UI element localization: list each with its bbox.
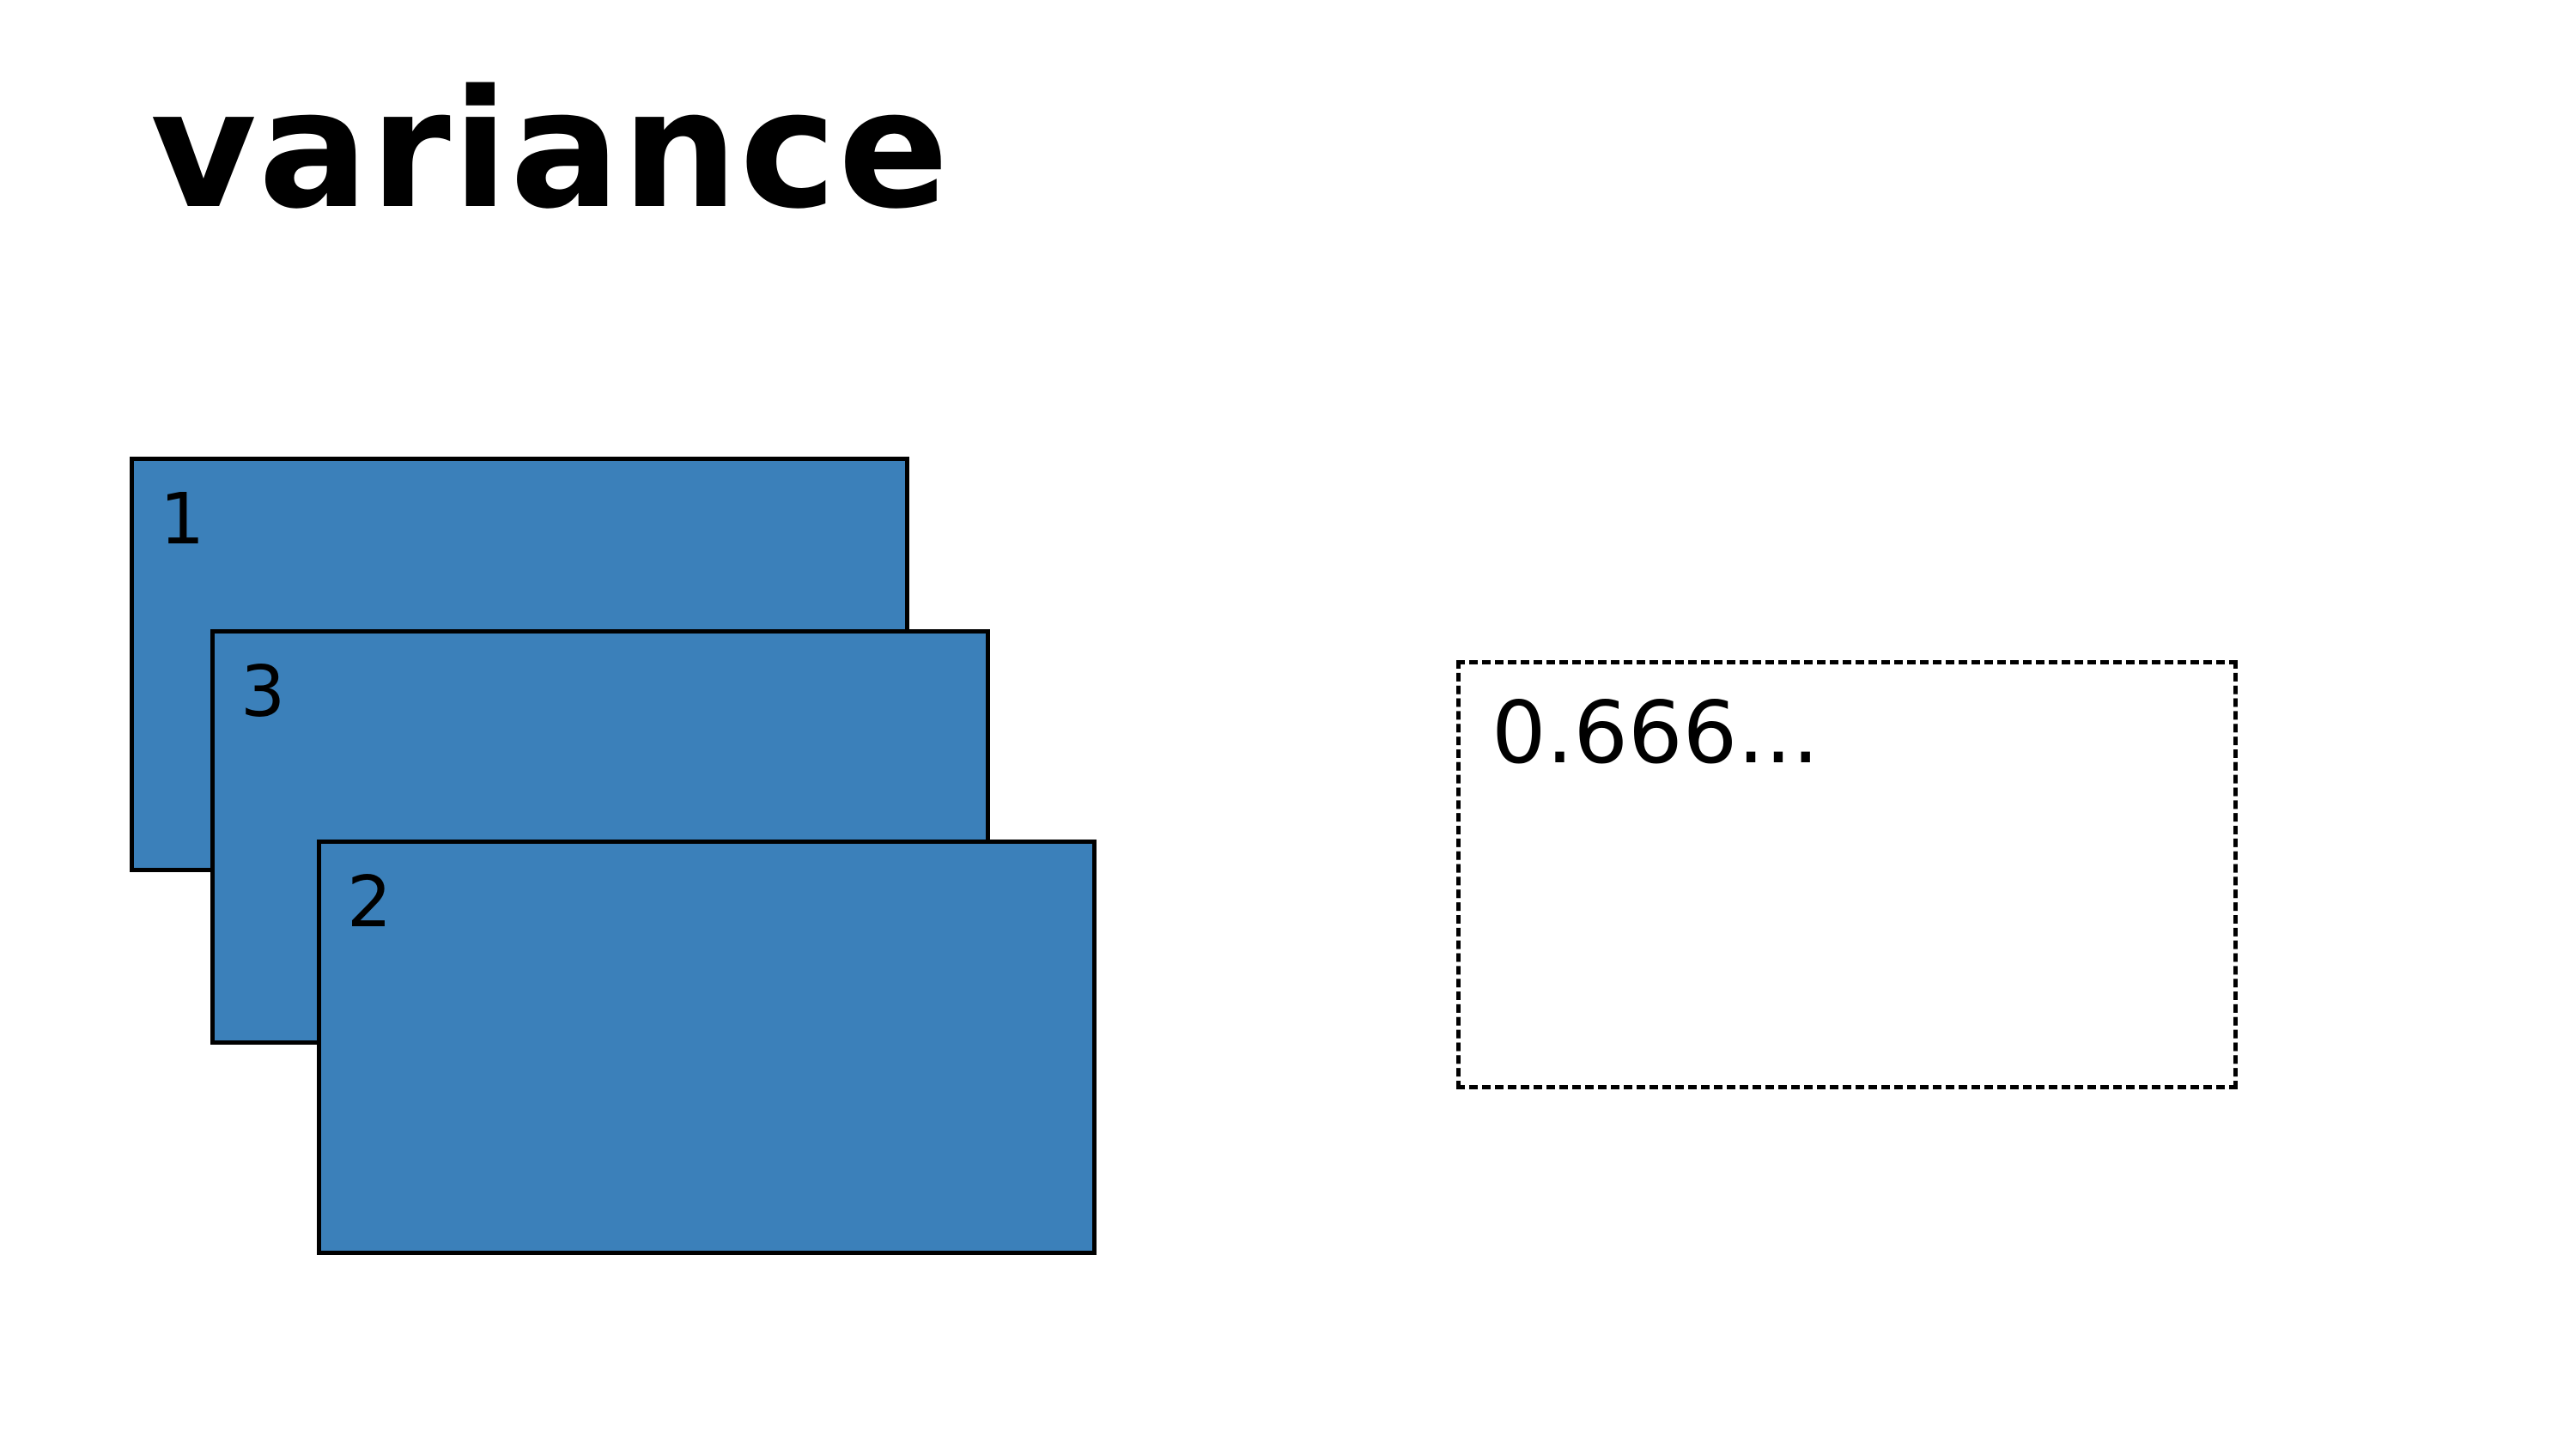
page-title: variance [150, 55, 951, 245]
card-2: 2 [317, 840, 1097, 1255]
card-label-1: 1 [160, 479, 205, 561]
result-value: 0.666... [1492, 682, 1820, 783]
result-box: 0.666... [1456, 660, 2238, 1089]
card-label-3: 3 [240, 652, 286, 733]
card-label-2: 2 [347, 862, 392, 943]
